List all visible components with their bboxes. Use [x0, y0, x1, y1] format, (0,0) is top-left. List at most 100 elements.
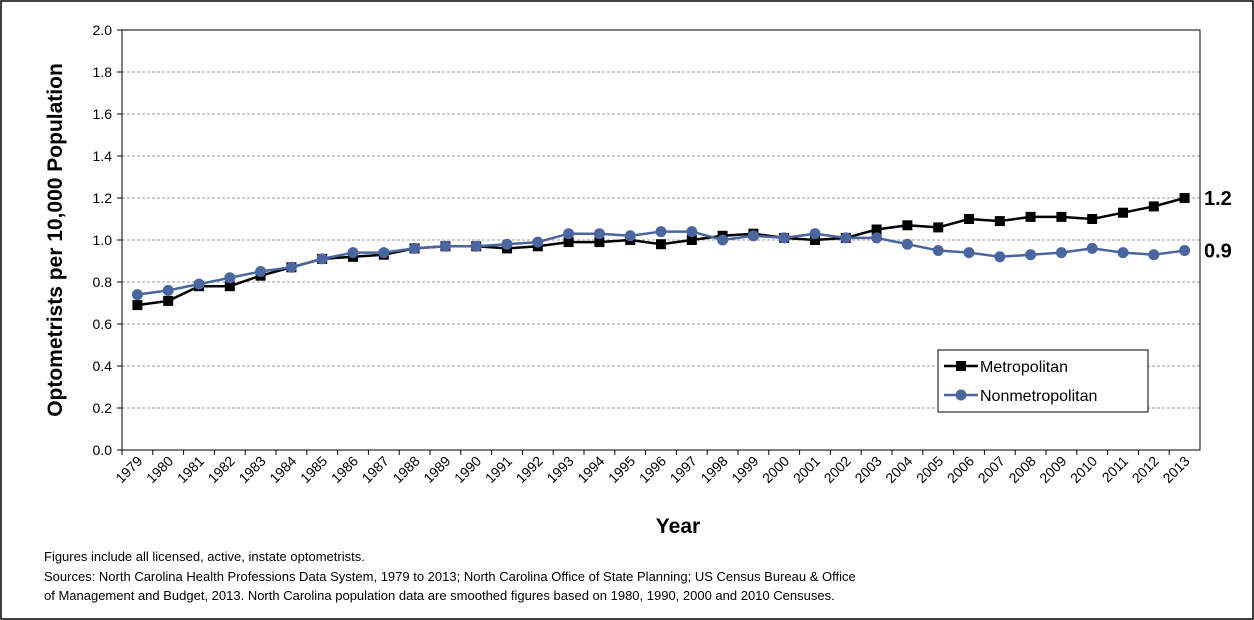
marker — [901, 238, 913, 250]
x-tick-label: 1999 — [728, 453, 761, 486]
y-tick-label: 2.0 — [93, 22, 113, 38]
marker — [255, 266, 267, 277]
x-tick-label: 1988 — [389, 453, 422, 486]
x-tick-label: 2004 — [882, 453, 915, 486]
y-axis-label: Optometrists per 10,000 Population — [44, 63, 67, 417]
marker — [686, 226, 698, 238]
marker — [871, 224, 882, 235]
note: Sources: North Carolina Health Professio… — [44, 569, 856, 584]
y-tick-label: 1.2 — [93, 190, 113, 206]
x-tick-label: 1992 — [513, 453, 546, 486]
y-tick-label: 1.6 — [93, 106, 113, 122]
marker — [655, 226, 667, 238]
marker — [1118, 207, 1128, 218]
end-label: 0.9 — [1204, 241, 1232, 263]
marker — [193, 278, 205, 290]
y-tick-label: 0.4 — [93, 358, 113, 374]
legend-label: Nonmetropolitan — [980, 388, 1097, 405]
marker — [624, 230, 636, 242]
marker — [224, 272, 236, 284]
x-tick-label: 1984 — [266, 453, 299, 486]
marker — [747, 230, 759, 242]
marker — [1025, 211, 1036, 222]
marker — [933, 222, 944, 233]
x-tick-label: 1995 — [605, 453, 638, 486]
y-tick-label: 1.0 — [93, 232, 113, 248]
marker — [1087, 214, 1098, 224]
x-tick-label: 1987 — [359, 453, 392, 486]
legend-marker — [956, 361, 966, 371]
legend-box — [937, 349, 1149, 413]
marker — [994, 216, 1005, 227]
marker — [964, 214, 974, 224]
x-tick-label: 2011 — [1099, 453, 1132, 486]
x-tick-label: 2001 — [790, 453, 823, 486]
x-tick-label: 1997 — [667, 453, 700, 486]
marker — [686, 235, 697, 245]
x-tick-label: 1991 — [482, 453, 515, 486]
legend-label: Metropolitan — [980, 359, 1068, 376]
marker — [809, 228, 821, 240]
x-tick-label: 1980 — [143, 453, 176, 486]
marker — [810, 235, 820, 245]
marker — [932, 245, 944, 256]
end-label: 1.2 — [1204, 188, 1232, 210]
marker — [717, 234, 729, 246]
marker — [162, 284, 174, 296]
marker — [409, 242, 421, 254]
x-tick-label: 2006 — [944, 453, 977, 486]
marker — [163, 295, 174, 306]
marker — [963, 247, 975, 259]
marker — [131, 289, 143, 301]
x-tick-label: 1979 — [112, 453, 145, 486]
x-axis-label: Year — [656, 515, 700, 538]
x-tick-label: 1982 — [205, 453, 238, 486]
marker — [1056, 211, 1067, 222]
y-tick-label: 1.4 — [93, 148, 113, 164]
x-tick-label: 1998 — [697, 453, 730, 486]
x-tick-label: 2007 — [975, 453, 1008, 486]
marker — [902, 220, 913, 231]
x-tick-label: 2012 — [1129, 453, 1162, 486]
marker — [285, 261, 297, 273]
marker — [378, 247, 390, 259]
marker — [470, 240, 482, 252]
x-tick-label: 2009 — [1036, 453, 1069, 486]
x-tick-label: 2008 — [1005, 453, 1038, 486]
marker — [1179, 245, 1191, 256]
x-tick-label: 1986 — [328, 453, 361, 486]
marker — [439, 240, 451, 252]
x-tick-label: 2003 — [851, 453, 884, 486]
marker — [594, 237, 605, 248]
x-tick-label: 2013 — [1159, 453, 1192, 486]
x-tick-label: 2002 — [821, 453, 854, 486]
marker — [1055, 247, 1067, 259]
marker — [1117, 247, 1129, 259]
x-tick-label: 2000 — [759, 453, 792, 486]
marker — [224, 281, 235, 292]
x-tick-label: 1981 — [174, 453, 207, 486]
x-tick-label: 2005 — [913, 453, 946, 486]
marker — [994, 251, 1006, 263]
marker — [563, 228, 575, 240]
x-tick-label: 1989 — [420, 453, 453, 486]
marker — [563, 237, 574, 248]
marker — [132, 300, 143, 311]
x-tick-label: 1990 — [451, 453, 484, 486]
marker — [316, 253, 328, 265]
marker — [1086, 242, 1098, 254]
marker — [840, 232, 852, 244]
marker — [778, 232, 790, 244]
x-tick-label: 1985 — [297, 453, 330, 486]
legend-marker — [955, 389, 967, 401]
marker — [656, 239, 666, 250]
x-tick-label: 1996 — [636, 453, 669, 486]
note: of Management and Budget, 2013. North Ca… — [44, 588, 835, 603]
marker — [1025, 249, 1037, 261]
x-tick-label: 2010 — [1067, 453, 1100, 486]
y-tick-label: 0.6 — [93, 316, 113, 332]
y-tick-label: 0.2 — [93, 400, 113, 416]
y-tick-label: 0.8 — [93, 274, 113, 290]
